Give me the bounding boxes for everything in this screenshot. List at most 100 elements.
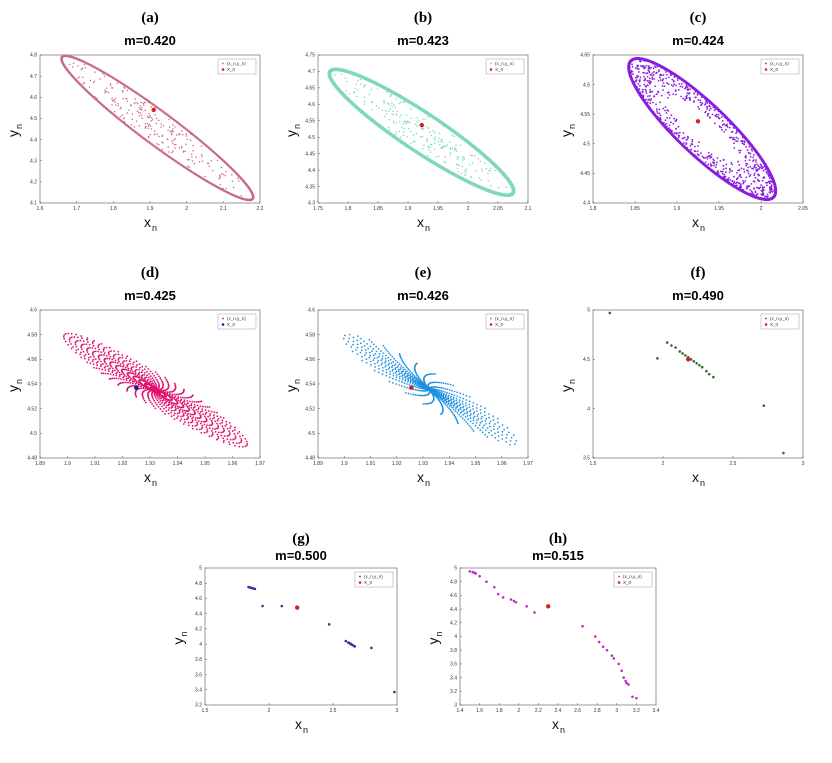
data-point [479,429,482,431]
data-point [490,429,493,432]
data-point [638,57,640,60]
x-tick-label: 2 [268,708,271,714]
data-point [737,160,739,163]
data-point [416,377,419,380]
data-point [173,402,176,405]
data-point [467,418,470,420]
data-point [186,402,188,405]
data-point [193,403,196,406]
data-point [158,397,160,400]
data-point [217,424,219,427]
data-point [112,367,114,370]
y-tick-label: 4.6 [308,308,315,314]
data-point [167,404,170,407]
data-point [89,79,92,82]
data-point [749,144,752,146]
data-point [122,365,124,368]
data-point [706,102,709,104]
data-point [162,383,164,386]
data-point [440,389,443,392]
data-point [205,417,207,419]
data-point [117,350,120,353]
data-point [698,108,701,110]
data-point [713,161,716,164]
data-point [617,662,621,666]
data-point [119,108,122,110]
data-point [715,113,718,116]
data-point [479,421,482,424]
data-point [675,127,677,130]
data-point [239,441,242,444]
y-tick-label: 4.4 [308,168,315,174]
data-point [388,118,391,121]
data-point [700,94,703,97]
data-point [153,380,156,383]
data-point [627,683,630,686]
data-point [712,170,715,173]
data-point [450,395,452,398]
data-point [514,600,518,604]
data-point [748,185,751,188]
data-point [102,362,104,365]
x-tick-label: 1.94 [444,461,454,467]
data-point [225,420,228,423]
data-point [472,405,474,408]
data-point [167,382,169,384]
data-point [765,170,768,173]
data-point [146,115,149,117]
data-point [387,126,390,129]
data-point [474,572,477,575]
data-point [755,186,758,189]
data-point [388,103,391,105]
data-point [699,159,702,161]
data-point [187,165,189,168]
data-point [749,152,752,155]
data-point [151,395,154,397]
data-point [357,89,359,91]
x-tick-label: 1.93 [418,461,428,467]
data-point [97,350,100,353]
data-point [155,397,158,400]
data-point [712,375,715,379]
data-point [433,137,435,139]
data-point [681,352,684,355]
data-point [760,184,762,187]
data-point [201,155,203,158]
data-point [710,164,713,167]
data-point [494,169,496,172]
data-point [62,335,65,338]
data-point [726,119,729,122]
data-point [94,96,96,98]
data-point [113,357,115,360]
data-point [662,89,665,91]
data-point [648,91,651,94]
data-point [399,136,402,138]
data-point [648,77,651,80]
data-point [443,145,445,147]
legend-series-label: (x_n,y_n) [227,316,246,321]
data-point [444,382,447,385]
data-point [728,136,731,139]
data-point [199,422,202,425]
data-point [211,423,213,426]
data-point [636,85,639,88]
data-point [469,417,472,419]
data-point [416,362,418,365]
data-point [229,427,232,429]
data-point [178,412,181,414]
data-point [185,404,188,407]
y-tick-label: 4.4 [450,607,457,613]
y-tick-label: 4.56 [305,357,315,363]
data-point [105,87,108,89]
data-point [673,83,676,86]
data-point [79,353,81,356]
data-point [183,403,186,405]
data-point [210,410,213,413]
data-point [638,79,641,82]
data-point [150,128,153,130]
data-point [100,343,103,345]
data-point [368,339,371,341]
data-point [464,174,466,177]
data-point [73,336,76,338]
y-axis-label-group: yn [283,379,302,392]
